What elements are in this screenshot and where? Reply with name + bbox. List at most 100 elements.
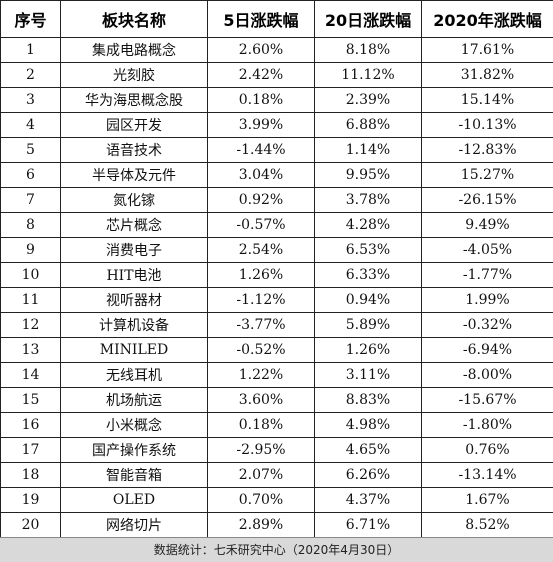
cell-2020-change: -1.77% <box>421 262 553 288</box>
cell-2020-change: 8.52% <box>421 512 553 538</box>
cell-5day-change: 2.54% <box>207 237 315 263</box>
cell-20day-change: 3.11% <box>314 362 422 388</box>
cell-sector-name: MINILED <box>60 337 208 363</box>
cell-sector-name: 消费电子 <box>60 237 208 263</box>
table-row: 15 机场航运 3.60% 8.83% -15.67% <box>0 387 553 413</box>
cell-index: 4 <box>0 112 61 138</box>
cell-5day-change: 3.99% <box>207 112 315 138</box>
cell-2020-change: 15.27% <box>421 162 553 188</box>
cell-sector-name: 芯片概念 <box>60 212 208 238</box>
sector-table: 序号 板块名称 5日涨跌幅 20日涨跌幅 2020年涨跌幅 1 集成电路概念 2.6… <box>0 0 553 538</box>
cell-index: 20 <box>0 512 61 538</box>
table-row: 7 氮化镓 0.92% 3.78% -26.15% <box>0 187 553 213</box>
cell-20day-change: 6.33% <box>314 262 422 288</box>
cell-index: 15 <box>0 387 61 413</box>
cell-index: 13 <box>0 337 61 363</box>
table-row: 9 消费电子 2.54% 6.53% -4.05% <box>0 237 553 263</box>
cell-20day-change: 1.26% <box>314 337 422 363</box>
cell-2020-change: 1.67% <box>421 487 553 513</box>
table-row: 19 OLED 0.70% 4.37% 1.67% <box>0 487 553 513</box>
cell-index: 1 <box>0 37 61 63</box>
header-20day-change: 20日涨跌幅 <box>314 0 422 38</box>
cell-20day-change: 2.39% <box>314 87 422 113</box>
cell-2020-change: 15.14% <box>421 87 553 113</box>
cell-5day-change: 0.70% <box>207 487 315 513</box>
cell-5day-change: -1.44% <box>207 137 315 163</box>
cell-sector-name: 语音技术 <box>60 137 208 163</box>
table-row: 1 集成电路概念 2.60% 8.18% 17.61% <box>0 37 553 63</box>
cell-20day-change: 5.89% <box>314 312 422 338</box>
cell-2020-change: -26.15% <box>421 187 553 213</box>
cell-20day-change: 0.94% <box>314 287 422 313</box>
cell-20day-change: 9.95% <box>314 162 422 188</box>
table-row: 12 计算机设备 -3.77% 5.89% -0.32% <box>0 312 553 338</box>
cell-index: 17 <box>0 437 61 463</box>
cell-sector-name: 计算机设备 <box>60 312 208 338</box>
cell-index: 18 <box>0 462 61 488</box>
cell-index: 5 <box>0 137 61 163</box>
cell-sector-name: 园区开发 <box>60 112 208 138</box>
cell-sector-name: 国产操作系统 <box>60 437 208 463</box>
table-row: 4 园区开发 3.99% 6.88% -10.13% <box>0 112 553 138</box>
table-row: 8 芯片概念 -0.57% 4.28% 9.49% <box>0 212 553 238</box>
cell-2020-change: 1.99% <box>421 287 553 313</box>
table-row: 14 无线耳机 1.22% 3.11% -8.00% <box>0 362 553 388</box>
cell-5day-change: 2.07% <box>207 462 315 488</box>
header-sector-name: 板块名称 <box>60 0 208 38</box>
cell-20day-change: 8.83% <box>314 387 422 413</box>
table-row: 3 华为海思概念股 0.18% 2.39% 15.14% <box>0 87 553 113</box>
cell-index: 2 <box>0 62 61 88</box>
cell-sector-name: 氮化镓 <box>60 187 208 213</box>
cell-index: 10 <box>0 262 61 288</box>
cell-2020-change: -1.80% <box>421 412 553 438</box>
cell-2020-change: 0.76% <box>421 437 553 463</box>
cell-5day-change: -2.95% <box>207 437 315 463</box>
cell-5day-change: 0.18% <box>207 412 315 438</box>
table-row: 6 半导体及元件 3.04% 9.95% 15.27% <box>0 162 553 188</box>
cell-sector-name: 华为海思概念股 <box>60 87 208 113</box>
cell-5day-change: 3.04% <box>207 162 315 188</box>
cell-5day-change: -1.12% <box>207 287 315 313</box>
cell-index: 3 <box>0 87 61 113</box>
cell-index: 6 <box>0 162 61 188</box>
cell-20day-change: 6.53% <box>314 237 422 263</box>
cell-2020-change: 31.82% <box>421 62 553 88</box>
cell-index: 8 <box>0 212 61 238</box>
cell-2020-change: -0.32% <box>421 312 553 338</box>
cell-5day-change: 0.18% <box>207 87 315 113</box>
cell-5day-change: 1.22% <box>207 362 315 388</box>
cell-index: 12 <box>0 312 61 338</box>
cell-2020-change: -10.13% <box>421 112 553 138</box>
cell-index: 11 <box>0 287 61 313</box>
cell-20day-change: 4.37% <box>314 487 422 513</box>
header-5day-change: 5日涨跌幅 <box>207 0 315 38</box>
table-row: 18 智能音箱 2.07% 6.26% -13.14% <box>0 462 553 488</box>
cell-sector-name: HIT电池 <box>60 262 208 288</box>
cell-index: 7 <box>0 187 61 213</box>
cell-5day-change: 0.92% <box>207 187 315 213</box>
cell-5day-change: 3.60% <box>207 387 315 413</box>
cell-sector-name: 半导体及元件 <box>60 162 208 188</box>
data-source-footer: 数据统计：七禾研究中心（2020年4月30日） <box>0 537 553 562</box>
cell-index: 16 <box>0 412 61 438</box>
cell-20day-change: 4.28% <box>314 212 422 238</box>
cell-sector-name: 集成电路概念 <box>60 37 208 63</box>
cell-20day-change: 6.26% <box>314 462 422 488</box>
table-row: 10 HIT电池 1.26% 6.33% -1.77% <box>0 262 553 288</box>
cell-20day-change: 11.12% <box>314 62 422 88</box>
cell-20day-change: 6.71% <box>314 512 422 538</box>
cell-2020-change: -15.67% <box>421 387 553 413</box>
cell-5day-change: -0.57% <box>207 212 315 238</box>
table-row: 11 视听器材 -1.12% 0.94% 1.99% <box>0 287 553 313</box>
cell-sector-name: 网络切片 <box>60 512 208 538</box>
cell-20day-change: 4.65% <box>314 437 422 463</box>
cell-sector-name: 无线耳机 <box>60 362 208 388</box>
cell-2020-change: -4.05% <box>421 237 553 263</box>
header-row: 序号 板块名称 5日涨跌幅 20日涨跌幅 2020年涨跌幅 <box>0 0 553 38</box>
cell-index: 9 <box>0 237 61 263</box>
table-row: 13 MINILED -0.52% 1.26% -6.94% <box>0 337 553 363</box>
cell-2020-change: -12.83% <box>421 137 553 163</box>
cell-2020-change: 9.49% <box>421 212 553 238</box>
cell-5day-change: 2.42% <box>207 62 315 88</box>
